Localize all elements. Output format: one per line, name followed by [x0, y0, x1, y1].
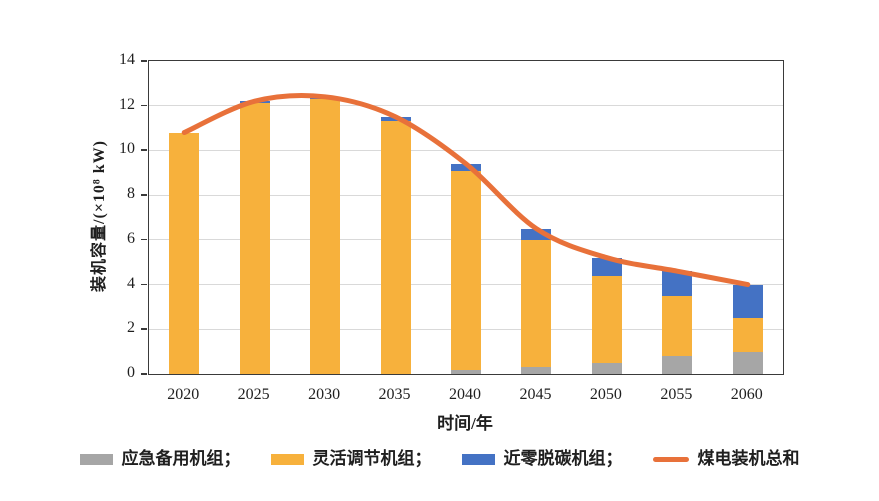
y-axis-tick [141, 104, 147, 107]
y-tick-label: 12 [119, 95, 135, 113]
bar-segment-灵活调节机组 [732, 318, 763, 352]
y-axis-tick [141, 60, 147, 62]
x-tick-label: 2030 [308, 386, 341, 403]
x-tick-label: 2050 [589, 386, 622, 403]
y-tick-label: 0 [127, 364, 135, 381]
bar-segment-灵活调节机组 [380, 121, 411, 374]
legend-label: 灵活调节机组； [312, 449, 432, 468]
coal-total-line [181, 92, 751, 288]
y-tick-label: 14 [119, 51, 135, 68]
x-tick-label: 2060 [730, 386, 763, 403]
bar-segment-灵活调节机组 [310, 99, 341, 374]
bar-segment-灵活调节机组 [451, 170, 481, 370]
gridline [149, 149, 783, 151]
legend-item-near-zero-carbon: 近零脱碳机组； [461, 449, 623, 469]
x-tick-label: 2055 [660, 386, 693, 403]
bar-segment-应急备用机组 [732, 351, 763, 374]
y-axis-title: 装机容量/(×10⁸ kW) [91, 140, 108, 292]
coal-total-line-path [181, 92, 751, 288]
bar-segment-应急备用机组 [521, 367, 552, 374]
bar-segment-灵活调节机组 [239, 103, 270, 374]
y-tick-label: 4 [127, 274, 135, 292]
bar-segment-灵活调节机组 [521, 239, 552, 368]
legend-item-coal-total: 煤电装机总和 [652, 449, 800, 469]
legend-label: 近零脱碳机组； [503, 449, 623, 468]
orange-line-swatch-icon [652, 456, 689, 462]
y-tick-label: 10 [119, 140, 135, 158]
bar-segment-灵活调节机组 [591, 275, 622, 363]
x-tick-label: 2040 [449, 386, 481, 403]
bar-segment-近零脱碳机组 [451, 163, 481, 171]
bar-segment-应急备用机组 [591, 362, 622, 374]
y-axis-tick [141, 373, 147, 375]
bar-segment-应急备用机组 [662, 356, 693, 374]
y-tick-label: 8 [127, 185, 135, 203]
legend-label: 应急备用机组； [121, 449, 241, 468]
bar-segment-灵活调节机组 [662, 295, 693, 357]
y-tick-label: 6 [127, 229, 135, 247]
bar-segment-应急备用机组 [451, 369, 481, 374]
y-axis-tick [141, 149, 147, 151]
bar-segment-灵活调节机组 [169, 132, 200, 374]
y-axis-tick [141, 194, 147, 196]
legend: 应急备用机组； 灵活调节机组； 近零脱碳机组； 煤电装机总和 [0, 449, 879, 469]
legend-item-flexible-regulation: 灵活调节机组； [270, 449, 432, 469]
y-axis-tick [141, 283, 147, 286]
legend-item-emergency-backup: 应急备用机组； [79, 449, 241, 469]
plot-area [148, 60, 784, 375]
bar-segment-近零脱碳机组 [521, 228, 552, 240]
y-axis-tick [141, 328, 147, 330]
x-tick-label: 2045 [519, 386, 552, 403]
gridline [149, 105, 783, 107]
yellow-swatch-icon [270, 453, 304, 465]
x-tick-label: 2035 [378, 386, 411, 403]
gray-swatch-icon [79, 453, 113, 465]
x-tick-label: 2025 [237, 386, 270, 403]
bar-segment-近零脱碳机组 [732, 284, 763, 319]
legend-label: 煤电装机总和 [697, 449, 800, 468]
y-axis-tick [141, 238, 147, 241]
x-tick-label: 2020 [167, 386, 200, 403]
x-axis-title: 时间/年 [437, 414, 493, 433]
y-tick-label: 2 [127, 319, 135, 337]
blue-swatch-icon [461, 453, 495, 465]
